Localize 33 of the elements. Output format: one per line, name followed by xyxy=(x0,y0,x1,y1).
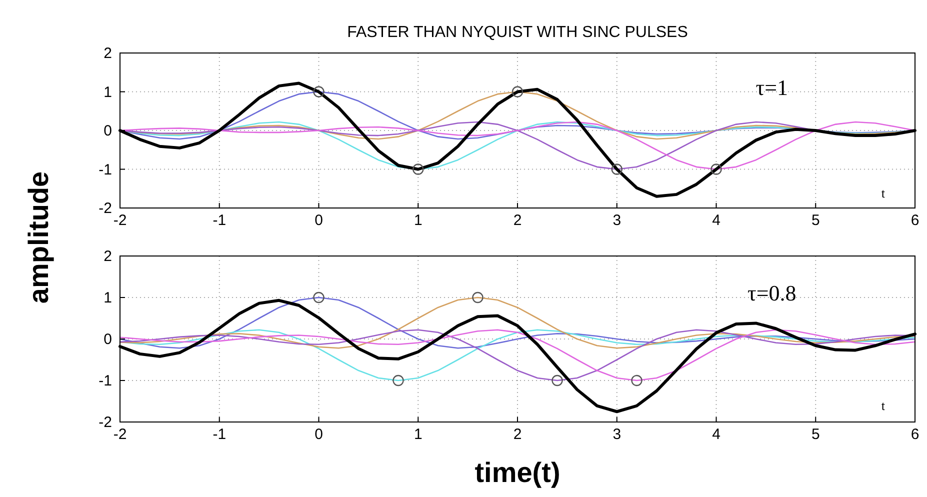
x-tick-label: 1 xyxy=(414,212,422,229)
y-tick-label: 0 xyxy=(104,331,112,348)
chart-title: FASTER THAN NYQUIST WITH SINC PULSES xyxy=(347,24,688,41)
x-tick-label: 3 xyxy=(612,212,622,229)
x-tick-label: 4 xyxy=(712,212,720,229)
y-tick-label: 1 xyxy=(104,290,112,306)
y-axis-title: amplitude xyxy=(23,171,54,304)
x-tick-label: 6 xyxy=(910,212,920,229)
y-tick-label: 2 xyxy=(104,248,112,265)
annotation: τ=0.8 xyxy=(748,280,796,306)
x-axis-title: time(t) xyxy=(474,457,560,488)
x-tick-label: 6 xyxy=(910,426,920,443)
y-tick-label: 2 xyxy=(104,45,112,62)
annotation: t xyxy=(881,398,886,414)
annotation: τ=1 xyxy=(756,75,788,100)
x-tick-label: 4 xyxy=(712,426,720,443)
annotation: t xyxy=(881,185,886,200)
y-tick-label: -2 xyxy=(98,200,112,217)
y-tick-label: -2 xyxy=(98,414,112,431)
x-tick-label: 2 xyxy=(513,426,522,443)
y-tick-label: 0 xyxy=(104,122,112,140)
x-tick-label: 5 xyxy=(811,212,820,229)
x-tick-label: 2 xyxy=(513,212,522,229)
y-tick-label: -1 xyxy=(98,161,112,178)
x-tick-label: 1 xyxy=(414,426,422,443)
y-tick-label: -1 xyxy=(98,372,112,390)
x-tick-label: 0 xyxy=(314,212,323,229)
x-tick-label: 3 xyxy=(612,426,622,443)
x-tick-label: 0 xyxy=(314,426,323,443)
x-tick-label: 5 xyxy=(811,426,820,443)
y-tick-label: 1 xyxy=(104,84,112,101)
x-tick-label: -1 xyxy=(212,212,226,229)
x-tick-label: -1 xyxy=(212,426,226,443)
